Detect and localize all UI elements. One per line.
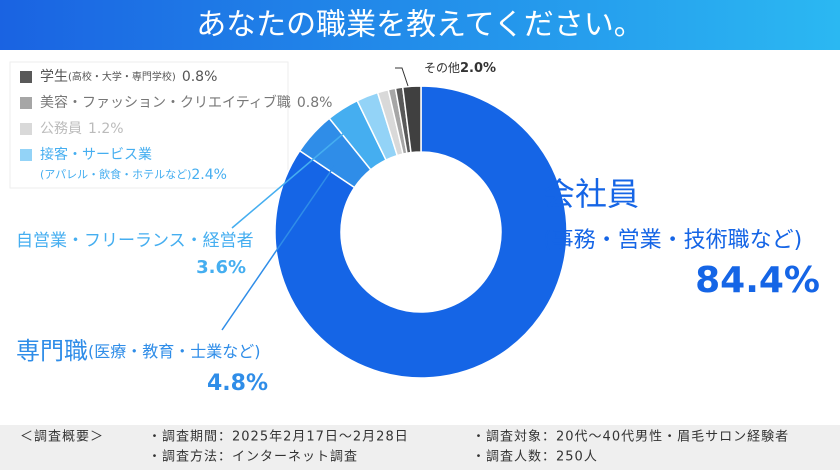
label-line: 美容・ファッション・クリエイティブ職 0.8% <box>40 94 332 111</box>
label-line: (事務・営業・技術職など) <box>543 228 802 253</box>
value-label: 0.8% <box>297 95 333 111</box>
label-line: 4.8% <box>207 371 268 396</box>
category-note: (事務・営業・技術職など) <box>543 228 802 253</box>
category-label: 専門職 <box>16 337 88 365</box>
label-line: 公務員 1.2% <box>40 121 124 137</box>
summary-item: ・調査対象：20代～40代男性・眉毛サロン経験者 <box>472 430 789 445</box>
label-line: 84.4% <box>695 260 820 301</box>
chart-title: あなたの職業を教えてください。 <box>196 8 644 43</box>
legend-label: 美容・ファッション・クリエイティブ職 <box>40 94 291 111</box>
summary-item: ・調査人数：250人 <box>472 450 598 465</box>
value-label: 4.8% <box>207 371 268 396</box>
value-label: 0.8% <box>182 69 218 85</box>
legend-swatch <box>20 97 32 109</box>
legend-swatch <box>20 149 32 161</box>
label-line: 学生(高校・大学・専門学校) 0.8% <box>40 69 217 85</box>
label-line: 会社員 <box>543 175 639 213</box>
leader-line <box>221 164 336 331</box>
legend-label: 公務員 <box>40 121 82 137</box>
summary-heading: ＜調査概要＞ <box>20 430 104 445</box>
leader-line <box>231 127 351 229</box>
legend-swatch <box>20 123 32 135</box>
donut-slice <box>401 85 422 154</box>
header-banner <box>0 0 840 50</box>
legend-swatch <box>20 71 32 83</box>
leader-line <box>395 67 409 87</box>
label-line: 自営業・フリーランス・経営者 <box>16 231 254 251</box>
value-label: 84.4% <box>695 260 820 301</box>
summary-item: ・調査期間：2025年2月17日～2月28日 <box>148 430 409 445</box>
summary-item: ・調査方法：インターネット調査 <box>148 449 358 465</box>
label-line: その他2.0% <box>424 61 496 76</box>
value-label: 2.4% <box>191 167 227 183</box>
value-label: 2.0% <box>460 61 496 76</box>
donut-slice <box>274 85 568 379</box>
legend-box <box>9 61 289 189</box>
category-label: 自営業・フリーランス・経営者 <box>16 231 254 251</box>
category-label: 会社員 <box>543 175 639 213</box>
label-line: 3.6% <box>196 257 246 278</box>
legend-note: (高校・大学・専門学校) <box>68 70 176 83</box>
category-label: その他 <box>424 61 460 75</box>
label-line: 専門職(医療・教育・士業など) <box>16 337 261 365</box>
value-label: 1.2% <box>88 121 124 137</box>
legend-label: 学生 <box>40 69 68 85</box>
label-line: 接客・サービス業 <box>40 146 152 163</box>
legend-label: 接客・サービス業 <box>40 146 152 163</box>
footer-bg <box>0 425 840 470</box>
label-line: (アパレル・飲食・ホテルなど)2.4% <box>40 167 227 183</box>
legend-note: (アパレル・飲食・ホテルなど) <box>40 167 191 181</box>
category-note: (医療・教育・士業など) <box>88 342 261 361</box>
value-label: 3.6% <box>196 257 246 278</box>
